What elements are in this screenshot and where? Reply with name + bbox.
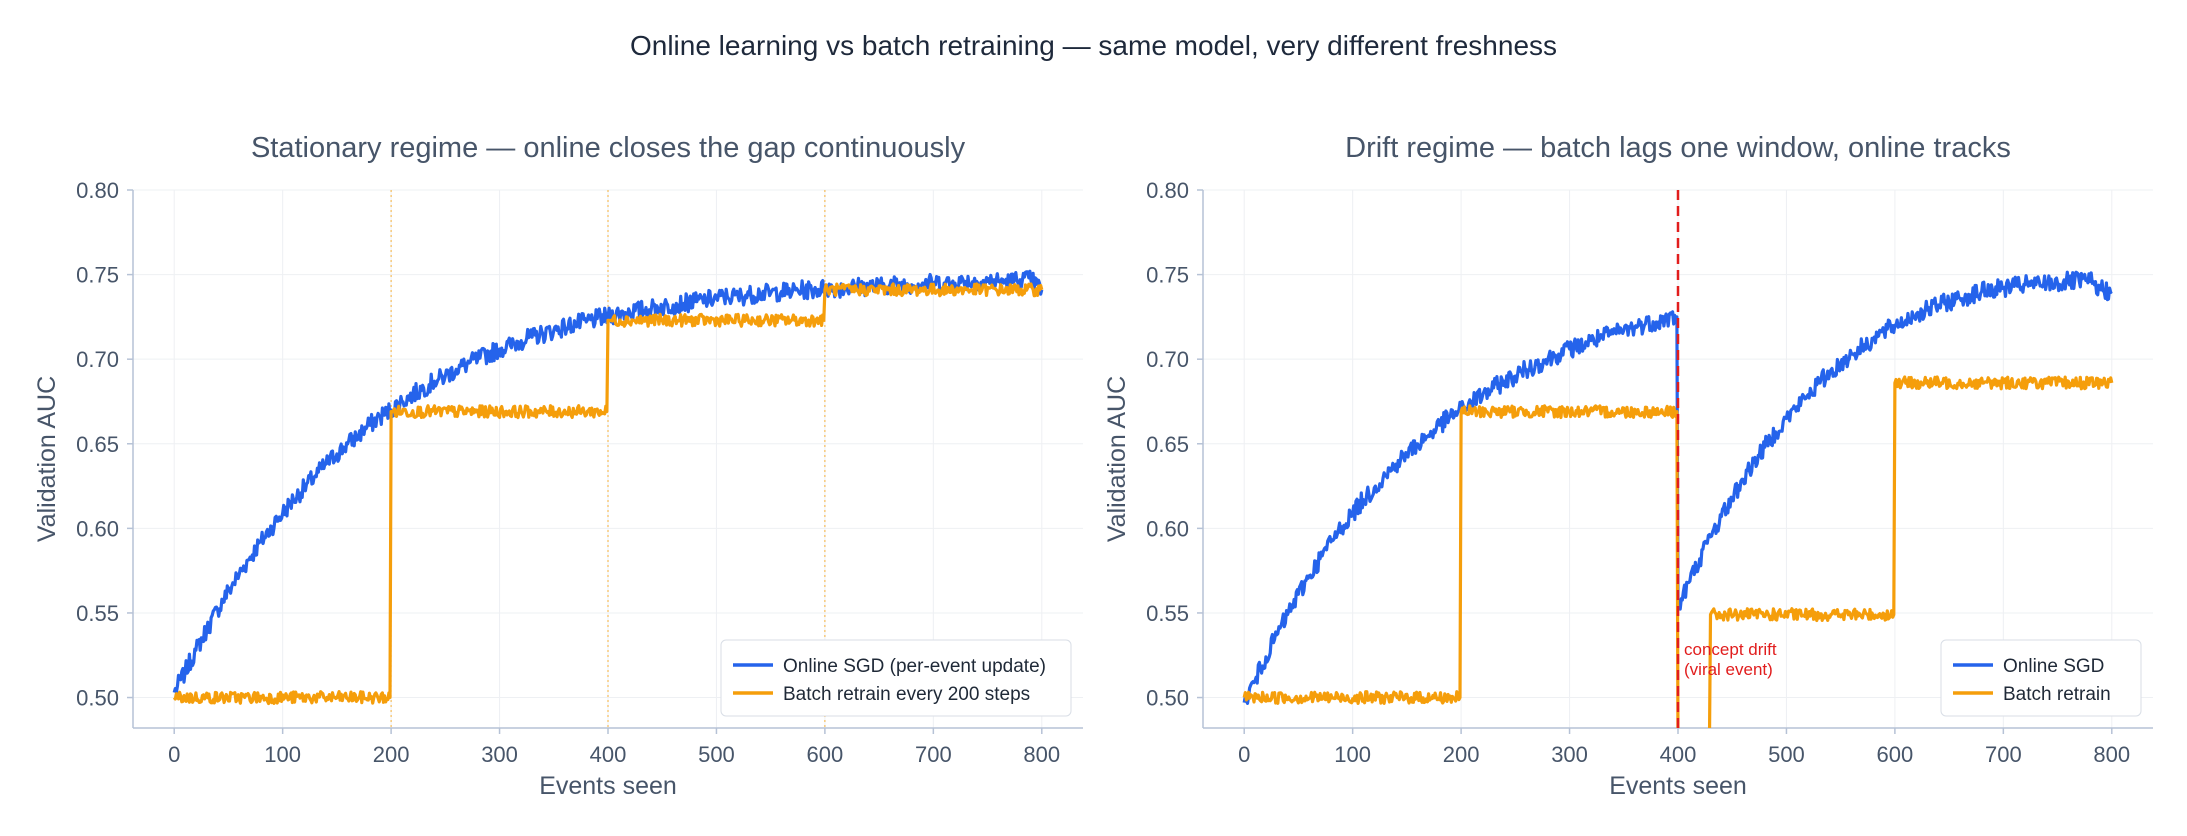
- y-tick-label: 0.80: [76, 178, 119, 203]
- x-tick-label: 400: [590, 742, 627, 767]
- figure-title: Online learning vs batch retraining — sa…: [629, 30, 1558, 61]
- x-tick-label: 0: [168, 742, 180, 767]
- y-tick-label: 0.75: [76, 263, 119, 288]
- chart-panel-1: Stationary regime — online closes the ga…: [33, 132, 1083, 800]
- y-axis-label: Validation AUC: [33, 376, 61, 542]
- legend-label: Online SGD (per-event update): [783, 656, 1046, 677]
- y-tick-label: 0.70: [1146, 347, 1189, 372]
- panel-title: Drift regime — batch lags one window, on…: [1345, 132, 2011, 164]
- x-tick-label: 200: [373, 742, 410, 767]
- y-axis-label: Validation AUC: [1103, 376, 1131, 542]
- x-tick-label: 200: [1443, 742, 1480, 767]
- y-tick-label: 0.60: [76, 516, 119, 541]
- y-tick-label: 0.55: [76, 601, 119, 626]
- legend-label: Online SGD: [2003, 656, 2104, 677]
- x-tick-label: 700: [915, 742, 952, 767]
- legend-box: [720, 639, 1072, 717]
- y-tick-label: 0.65: [1146, 432, 1189, 457]
- x-tick-label: 800: [2093, 742, 2130, 767]
- y-tick-label: 0.60: [1146, 516, 1189, 541]
- y-tick-label: 0.50: [1146, 686, 1189, 711]
- x-tick-label: 100: [1334, 742, 1371, 767]
- y-tick-label: 0.55: [1146, 601, 1189, 626]
- chart-panel-2: Drift regime — batch lags one window, on…: [1103, 132, 2153, 800]
- legend-label: Batch retrain every 200 steps: [783, 684, 1030, 705]
- x-tick-label: 300: [481, 742, 518, 767]
- x-tick-label: 300: [1551, 742, 1588, 767]
- x-tick-label: 600: [1877, 742, 1914, 767]
- x-tick-label: 100: [264, 742, 301, 767]
- y-tick-label: 0.75: [1146, 263, 1189, 288]
- x-tick-label: 500: [1768, 742, 1805, 767]
- panel-title: Stationary regime — online closes the ga…: [251, 132, 966, 164]
- x-tick-label: 800: [1023, 742, 1060, 767]
- x-tick-label: 600: [807, 742, 844, 767]
- x-tick-label: 400: [1660, 742, 1697, 767]
- y-tick-label: 0.65: [76, 432, 119, 457]
- drift-annotation: concept drift: [1684, 640, 1777, 659]
- series-line-batch: [172, 282, 1044, 706]
- x-axis-label: Events seen: [1609, 772, 1747, 800]
- series-line-batch: [1242, 375, 2114, 728]
- legend-label: Batch retrain: [2003, 684, 2111, 705]
- x-axis-label: Events seen: [539, 772, 677, 800]
- x-tick-label: 500: [698, 742, 735, 767]
- x-tick-label: 0: [1238, 742, 1250, 767]
- legend-box: [1940, 639, 2142, 717]
- y-tick-label: 0.70: [76, 347, 119, 372]
- drift-annotation: (viral event): [1684, 660, 1773, 679]
- plot-area: [172, 269, 1044, 706]
- y-tick-label: 0.50: [76, 686, 119, 711]
- y-tick-label: 0.80: [1146, 178, 1189, 203]
- x-tick-label: 700: [1985, 742, 2022, 767]
